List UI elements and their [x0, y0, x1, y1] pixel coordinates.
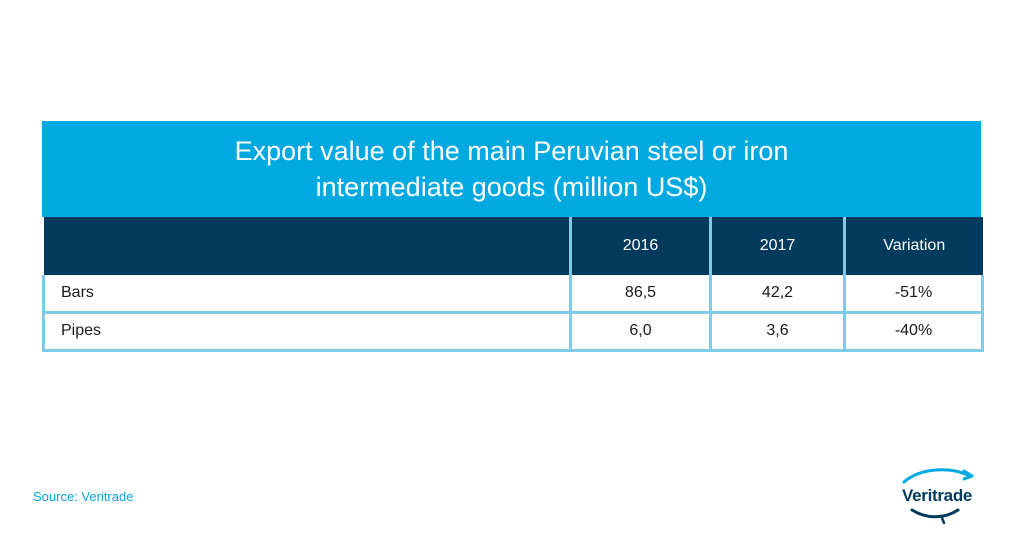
- table-row-pipes: Pipes 6,0 3,6 -40%: [42, 312, 984, 352]
- source-note: Source: Veritrade: [33, 489, 134, 504]
- veritrade-swoosh-icon: [902, 468, 974, 524]
- cell-2017: 42,2: [710, 275, 846, 314]
- header-2016: 2016: [570, 217, 712, 275]
- row-label: Pipes: [42, 312, 572, 352]
- header-label-cell: [43, 217, 572, 275]
- cell-variation: -40%: [844, 312, 984, 352]
- title-band: Export value of the main Peruvian steel …: [42, 121, 981, 217]
- data-table: 2016 2017 Variation Bars 86,5 42,2 -51% …: [42, 217, 984, 352]
- table-header-row: 2016 2017 Variation: [43, 217, 983, 275]
- veritrade-logo: Veritrade: [898, 466, 988, 524]
- header-variation: Variation: [883, 237, 946, 254]
- cell-variation: -51%: [844, 275, 984, 314]
- table-row-bars: Bars 86,5 42,2 -51%: [42, 275, 984, 314]
- logo-text: Veritrade: [902, 486, 973, 505]
- cell-2017: 3,6: [710, 312, 846, 352]
- row-label: Bars: [42, 275, 572, 314]
- header-2017: 2017: [710, 217, 846, 275]
- cell-2016: 86,5: [570, 275, 712, 314]
- cell-2016: 6,0: [570, 312, 712, 352]
- chart-title-line-2: intermediate goods (million US$): [315, 172, 708, 202]
- chart-title-line-1: Export value of the main Peruvian steel …: [234, 136, 789, 166]
